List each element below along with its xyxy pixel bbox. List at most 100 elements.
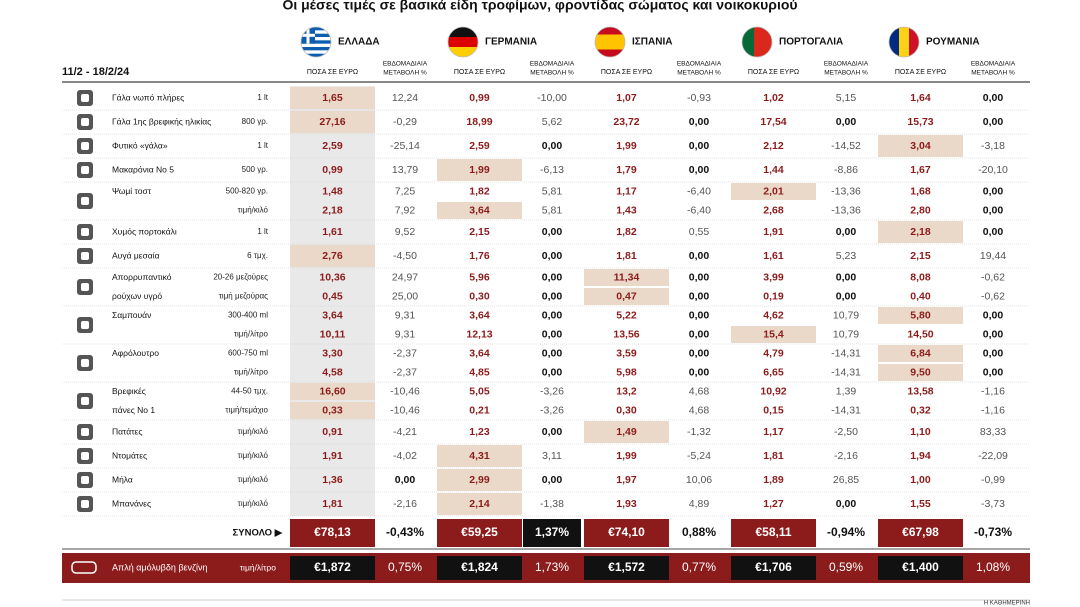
weekly-change: 9,31 bbox=[395, 309, 416, 321]
price: 1,99 bbox=[469, 164, 490, 176]
weekly-change: -8,86 bbox=[834, 164, 858, 176]
flag-stripe bbox=[595, 27, 625, 35]
price: 16,60 bbox=[319, 385, 345, 397]
price: 17,54 bbox=[760, 116, 786, 128]
price: 8,08 bbox=[910, 271, 931, 283]
flag bbox=[595, 27, 625, 57]
price: 1,64 bbox=[910, 92, 931, 104]
price: 1,82 bbox=[616, 226, 637, 238]
weekly-change: 0,00 bbox=[689, 164, 710, 176]
weekly-change: 0,00 bbox=[542, 426, 563, 438]
flag-stripe bbox=[301, 53, 331, 57]
highlight-cell bbox=[878, 307, 963, 324]
price: 1,07 bbox=[616, 92, 637, 104]
price: 13,56 bbox=[613, 328, 639, 340]
weekly-change: 0,00 bbox=[542, 290, 563, 302]
unit: 1 lt bbox=[257, 227, 268, 236]
weekly-change: 5,23 bbox=[836, 250, 857, 262]
weekly-change: 4,89 bbox=[689, 498, 710, 510]
weekly-change: 7,25 bbox=[395, 185, 416, 197]
unit: τιμή/κιλό bbox=[238, 206, 269, 215]
weekly-change: 0,00 bbox=[542, 271, 563, 283]
fuel-price: €1,572 bbox=[608, 560, 645, 574]
weekly-change: -13,36 bbox=[831, 204, 861, 216]
total-price: €78,13 bbox=[314, 525, 351, 539]
weekly-change: 0,00 bbox=[542, 140, 563, 152]
change-col-label: ΕΒΔΟΜΑΔΙΑΙΑ bbox=[383, 61, 428, 68]
unit: 20-26 μεζούρες bbox=[213, 273, 268, 282]
price: 1,68 bbox=[910, 185, 931, 197]
weekly-change: 0,00 bbox=[836, 271, 857, 283]
price-col-label: ΠΟΣΑ ΣΕ ΕΥΡΩ bbox=[307, 69, 358, 76]
weekly-change: 0,00 bbox=[836, 290, 857, 302]
weekly-change: 0,00 bbox=[542, 347, 563, 359]
product-icon-detail bbox=[81, 500, 89, 508]
weekly-change: 0,00 bbox=[689, 250, 710, 262]
highlight-cell bbox=[437, 159, 522, 181]
price: 2,12 bbox=[763, 140, 784, 152]
weekly-change: -13,36 bbox=[831, 185, 861, 197]
price: 15,73 bbox=[907, 116, 933, 128]
unit: τιμή/λίτρο bbox=[234, 330, 269, 339]
weekly-change: 0,00 bbox=[689, 347, 710, 359]
product-icon-detail bbox=[81, 452, 89, 460]
price: 0,30 bbox=[469, 290, 490, 302]
source: Η ΚΑΘΗΜΕΡΙΝΗ bbox=[984, 601, 1030, 607]
fuel-unit: τιμή/λίτρο bbox=[240, 562, 277, 572]
product-name: Ψωμί τοστ bbox=[112, 186, 152, 196]
weekly-change: -3,26 bbox=[540, 385, 564, 397]
flag-cross bbox=[301, 33, 315, 37]
weekly-change: -14,31 bbox=[831, 366, 861, 378]
product-name: Μακαρόνια Νο 5 bbox=[112, 164, 174, 174]
price: 11,34 bbox=[614, 271, 640, 283]
flag-stripe bbox=[301, 30, 331, 35]
unit: 500 γρ. bbox=[242, 165, 268, 174]
flag-stripe bbox=[754, 27, 761, 57]
weekly-change: 9,52 bbox=[395, 226, 416, 238]
price: 1,65 bbox=[322, 92, 343, 104]
weekly-change: -2,16 bbox=[834, 450, 858, 462]
flag-stripe bbox=[301, 43, 331, 48]
weekly-change: 0,55 bbox=[689, 226, 710, 238]
unit: τιμή/κιλό bbox=[238, 475, 269, 484]
product-name: ρούχων υγρό bbox=[112, 291, 162, 301]
fuel-price: €1,400 bbox=[902, 560, 939, 574]
unit: 800 γρ. bbox=[242, 117, 268, 126]
price: 1,44 bbox=[763, 164, 784, 176]
weekly-change: 24,97 bbox=[392, 271, 418, 283]
price: 4,79 bbox=[763, 347, 784, 359]
unit: τιμή/τεμάχιο bbox=[225, 406, 268, 415]
weekly-change: 0,00 bbox=[689, 290, 710, 302]
fuel-change: 0,75% bbox=[388, 560, 422, 574]
total-price-cell bbox=[290, 519, 375, 547]
price: 5,96 bbox=[469, 271, 490, 283]
product-icon-detail bbox=[81, 118, 89, 126]
highlight-cell bbox=[878, 364, 963, 381]
price: 0,32 bbox=[910, 404, 931, 416]
flag-stripe bbox=[595, 42, 625, 50]
weekly-change: 12,24 bbox=[392, 92, 418, 104]
price: 1,81 bbox=[763, 450, 784, 462]
total-change: 1,37% bbox=[535, 525, 569, 539]
weekly-change: -0,93 bbox=[687, 92, 711, 104]
weekly-change: -1,38 bbox=[540, 498, 564, 510]
weekly-change: 5,62 bbox=[542, 116, 563, 128]
weekly-change: 3,11 bbox=[542, 450, 562, 462]
weekly-change: 10,06 bbox=[686, 474, 712, 486]
price: 3,04 bbox=[910, 140, 931, 152]
weekly-change: -4,21 bbox=[393, 426, 417, 438]
weekly-change: 4,68 bbox=[689, 404, 710, 416]
weekly-change: -0,99 bbox=[981, 474, 1005, 486]
highlight-cell bbox=[878, 345, 963, 362]
price: 2,80 bbox=[910, 204, 931, 216]
weekly-change: 9,31 bbox=[395, 328, 416, 340]
total-change: 0,88% bbox=[682, 525, 716, 539]
highlight-cell bbox=[437, 469, 522, 491]
product-name: Σαμπουάν bbox=[112, 310, 151, 320]
unit: τιμή/λίτρο bbox=[234, 368, 269, 377]
weekly-change: 0,00 bbox=[983, 366, 1004, 378]
flag-stripe bbox=[448, 47, 478, 57]
weekly-change: -3,73 bbox=[981, 498, 1005, 510]
weekly-change: 0,00 bbox=[689, 328, 710, 340]
price: 2,59 bbox=[469, 140, 490, 152]
